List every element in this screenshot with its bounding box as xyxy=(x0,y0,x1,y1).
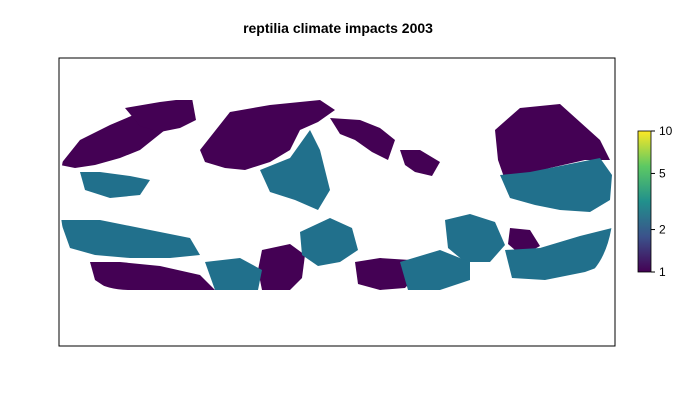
region-indian-ocean-mid xyxy=(445,214,505,262)
region-south-atlantic xyxy=(258,244,305,290)
legend-color-bar xyxy=(637,130,652,273)
region-north-sea xyxy=(400,150,440,176)
color-legend: 10 5 2 1 xyxy=(637,124,673,279)
legend-tick-label: 5 xyxy=(659,166,666,180)
region-equatorial-pacific xyxy=(80,172,150,198)
region-south-ocean-mid xyxy=(205,258,262,290)
plot-frame xyxy=(58,57,616,347)
region-north-pacific-mid xyxy=(60,220,200,258)
region-north-atlantic xyxy=(200,100,335,170)
region-north-east-asia xyxy=(495,104,610,180)
legend-tick-label: 10 xyxy=(659,124,673,138)
region-south-pacific-east xyxy=(505,228,612,280)
region-north-pacific-east xyxy=(125,100,196,132)
world-map xyxy=(60,100,614,290)
region-north-atlantic-mid xyxy=(260,130,330,210)
region-south-pacific-west xyxy=(90,262,215,290)
legend-tick-label: 2 xyxy=(659,223,666,237)
region-arctic-europe xyxy=(330,118,395,160)
impact-regions xyxy=(60,100,612,290)
chart-title: reptilia climate impacts 2003 xyxy=(243,20,433,36)
legend-tick-label: 1 xyxy=(659,265,666,279)
region-south-atlantic-mid xyxy=(300,218,358,266)
region-west-pacific-mid xyxy=(500,158,612,212)
region-southeast-pacific xyxy=(400,250,470,290)
